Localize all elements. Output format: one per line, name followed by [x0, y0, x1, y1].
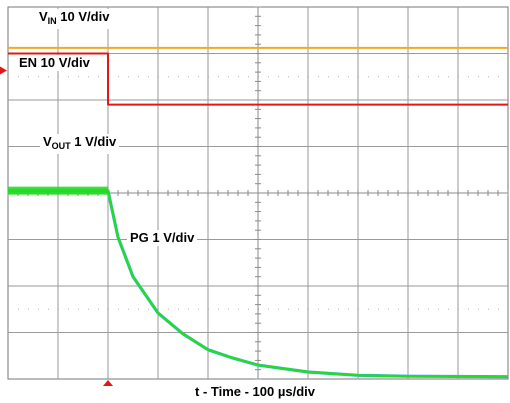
trace-en — [8, 52, 508, 106]
pg-channel-label: PG 1 V/div — [127, 230, 198, 246]
vout-channel-label: VOUT 1 V/div — [40, 134, 120, 154]
en-level-marker — [0, 66, 7, 75]
scope-traces — [8, 46, 509, 379]
trigger-marker — [103, 380, 113, 386]
en-channel-label: EN 10 V/div — [16, 55, 93, 71]
trace-vout — [8, 189, 509, 378]
channel-markers — [0, 66, 113, 386]
x-axis-label: t - Time - 100 µs/div — [195, 384, 315, 399]
vin-channel-label: VIN 10 V/div — [36, 9, 113, 29]
trace-vout-noise-band — [8, 186, 108, 195]
